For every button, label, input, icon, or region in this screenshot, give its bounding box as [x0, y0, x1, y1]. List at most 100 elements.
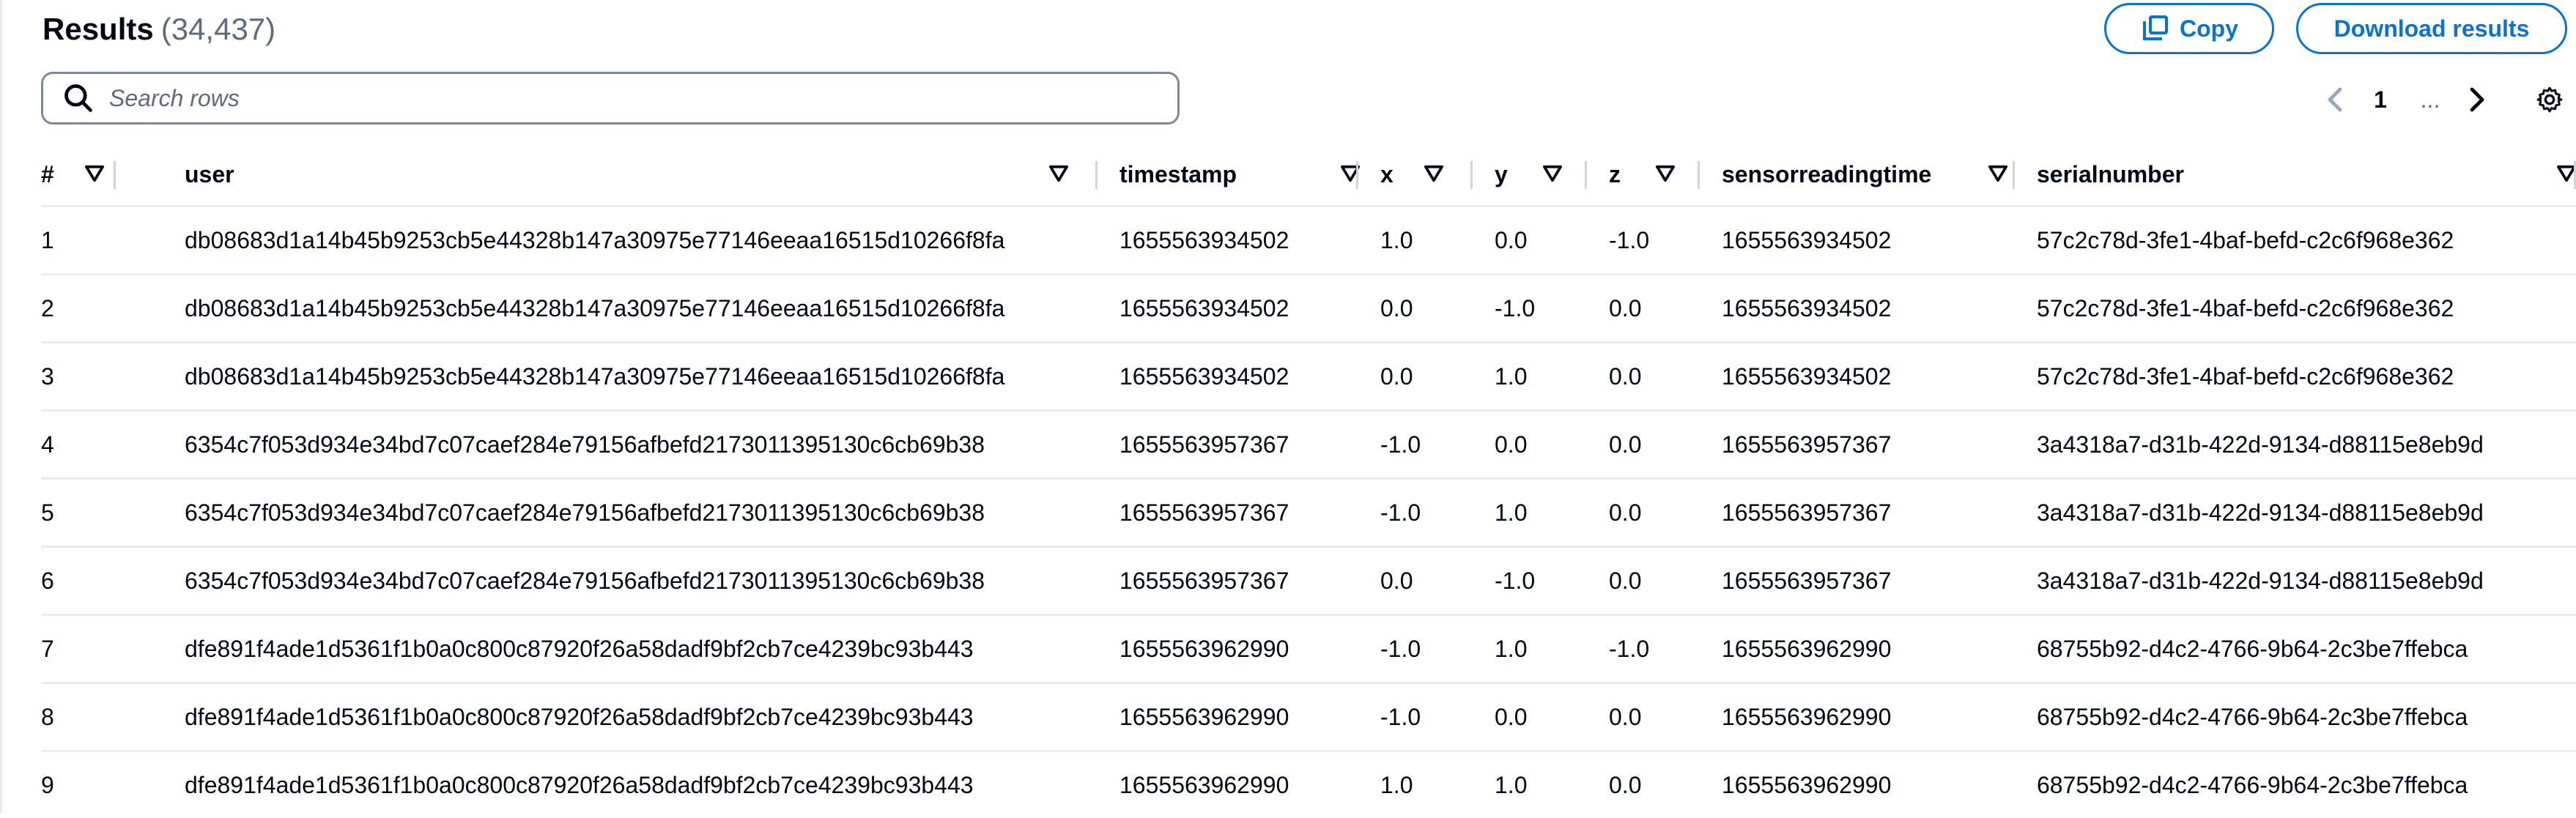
cell-sensorreadingtime: 1655563934502	[1700, 343, 2015, 411]
cell-serialnumber: 57c2c78d-3fe1-4baf-befd-c2c6f968e362	[2015, 343, 2576, 411]
cell-serialnumber: 57c2c78d-3fe1-4baf-befd-c2c6f968e362	[2015, 207, 2576, 275]
column-header-label: x	[1380, 161, 1394, 188]
column-header-x[interactable]: x	[1358, 144, 1473, 207]
cell-row-number: 7	[41, 615, 116, 683]
cell-z: -1.0	[1587, 615, 1700, 683]
cell-serialnumber: 3a4318a7-d31b-422d-9134-d88115e8eb9d	[2015, 411, 2576, 479]
cell-sensorreadingtime: 1655563962990	[1700, 615, 2015, 683]
cell-timestamp: 1655563957367	[1098, 547, 1358, 615]
cell-y: 1.0	[1473, 751, 1587, 818]
cell-x: -1.0	[1358, 411, 1473, 479]
sort-caret-icon[interactable]	[1048, 164, 1070, 183]
cell-z: 0.0	[1587, 275, 1700, 343]
cell-timestamp: 1655563957367	[1098, 411, 1358, 479]
cell-user: db08683d1a14b45b9253cb5e44328b147a30975e…	[116, 343, 1098, 411]
cell-z: 0.0	[1587, 411, 1700, 479]
column-header-row-number[interactable]: #	[41, 144, 116, 207]
cell-timestamp: 1655563962990	[1098, 615, 1358, 683]
page-number-current[interactable]: 1	[2362, 76, 2399, 123]
column-header-serialnumber[interactable]: serialnumber	[2015, 144, 2576, 207]
cell-user: db08683d1a14b45b9253cb5e44328b147a30975e…	[116, 207, 1098, 275]
sort-caret-icon[interactable]	[1423, 164, 1445, 183]
cell-row-number: 2	[41, 275, 116, 343]
sort-caret-icon[interactable]	[1541, 164, 1563, 183]
cell-serialnumber: 3a4318a7-d31b-422d-9134-d88115e8eb9d	[2015, 547, 2576, 615]
cell-x: -1.0	[1358, 683, 1473, 751]
cell-timestamp: 1655563957367	[1098, 479, 1358, 547]
cell-sensorreadingtime: 1655563957367	[1700, 479, 2015, 547]
cell-y: -1.0	[1473, 275, 1587, 343]
cell-row-number: 9	[41, 751, 116, 818]
column-header-z[interactable]: z	[1587, 144, 1700, 207]
search-bar[interactable]	[41, 72, 1180, 124]
sort-caret-icon[interactable]	[2555, 164, 2576, 183]
column-header-label: user	[185, 161, 234, 188]
next-page-button[interactable]	[2463, 76, 2492, 123]
copy-icon	[2140, 14, 2169, 43]
cell-user: db08683d1a14b45b9253cb5e44328b147a30975e…	[116, 275, 1098, 343]
panel-edge	[0, 0, 2, 813]
cell-sensorreadingtime: 1655563962990	[1700, 683, 2015, 751]
sort-caret-icon[interactable]	[1987, 164, 2009, 183]
cell-x: 0.0	[1358, 547, 1473, 615]
gear-icon	[2535, 85, 2564, 114]
cell-user: 6354c7f053d934e34bd7c07caef284e79156afbe…	[116, 547, 1098, 615]
cell-x: 1.0	[1358, 751, 1473, 818]
cell-y: 0.0	[1473, 411, 1587, 479]
cell-y: 1.0	[1473, 343, 1587, 411]
cell-row-number: 4	[41, 411, 116, 479]
cell-x: -1.0	[1358, 615, 1473, 683]
cell-row-number: 6	[41, 547, 116, 615]
cell-sensorreadingtime: 1655563962990	[1700, 751, 2015, 818]
column-header-y[interactable]: y	[1473, 144, 1587, 207]
cell-sensorreadingtime: 1655563957367	[1700, 411, 2015, 479]
column-header-label: serialnumber	[2037, 161, 2184, 188]
cell-x: 0.0	[1358, 275, 1473, 343]
column-header-label: #	[41, 161, 54, 188]
column-header-timestamp[interactable]: timestamp	[1098, 144, 1358, 207]
column-header-label: z	[1609, 161, 1621, 188]
column-header-label: timestamp	[1119, 161, 1237, 188]
cell-sensorreadingtime: 1655563934502	[1700, 275, 2015, 343]
results-count: (34,437)	[161, 12, 275, 47]
download-results-button[interactable]: Download results	[2296, 3, 2567, 54]
sort-caret-icon[interactable]	[84, 164, 106, 183]
cell-x: 0.0	[1358, 343, 1473, 411]
copy-label: Copy	[2180, 15, 2238, 42]
previous-page-button[interactable]	[2320, 76, 2349, 123]
cell-y: -1.0	[1473, 547, 1587, 615]
cell-x: 1.0	[1358, 207, 1473, 275]
results-header: Results (34,437)	[42, 6, 275, 53]
cell-row-number: 5	[41, 479, 116, 547]
cell-y: 0.0	[1473, 207, 1587, 275]
column-header-sensorreadingtime[interactable]: sensorreadingtime	[1700, 144, 2015, 207]
cell-sensorreadingtime: 1655563957367	[1700, 547, 2015, 615]
cell-user: 6354c7f053d934e34bd7c07caef284e79156afbe…	[116, 479, 1098, 547]
cell-timestamp: 1655563962990	[1098, 751, 1358, 818]
download-label: Download results	[2334, 15, 2530, 42]
column-header-label: y	[1495, 161, 1508, 188]
sort-caret-icon[interactable]	[1654, 164, 1676, 183]
cell-serialnumber: 57c2c78d-3fe1-4baf-befd-c2c6f968e362	[2015, 275, 2576, 343]
chevron-right-icon	[2469, 86, 2487, 113]
cell-y: 0.0	[1473, 683, 1587, 751]
search-input[interactable]	[108, 84, 1136, 113]
table-settings-button[interactable]	[2529, 76, 2570, 123]
cell-serialnumber: 68755b92-d4c2-4766-9b64-2c3be7ffebca	[2015, 751, 2576, 818]
results-table: # user timestamp x y z sensorreadingtime serial…	[41, 144, 2576, 818]
copy-button[interactable]: Copy	[2104, 3, 2274, 54]
column-header-user[interactable]: user	[116, 144, 1098, 207]
cell-z: 0.0	[1587, 479, 1700, 547]
cell-user: dfe891f4ade1d5361f1b0a0c800c87920f26a58d…	[116, 615, 1098, 683]
cell-row-number: 1	[41, 207, 116, 275]
